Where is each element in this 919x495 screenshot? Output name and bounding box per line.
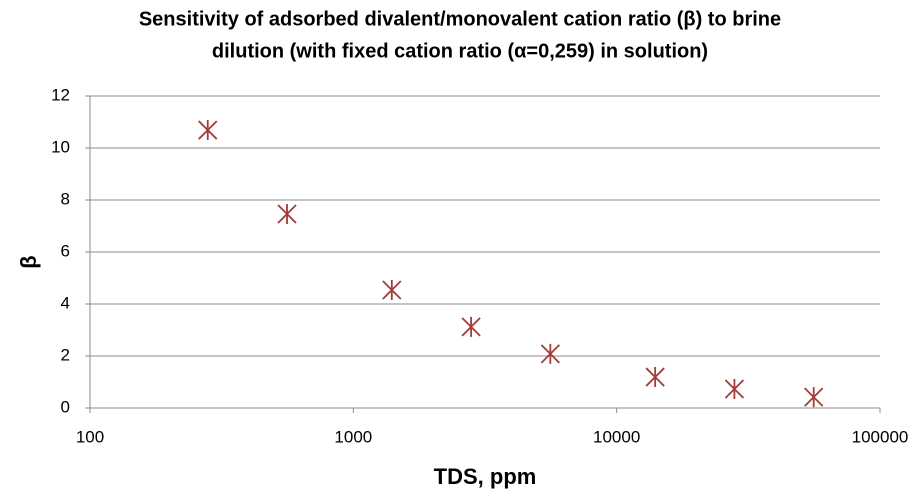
y-tick-label: 4: [61, 293, 70, 312]
marker: [645, 367, 665, 388]
x-tick-label: 10000: [593, 427, 640, 446]
marker: [540, 343, 560, 364]
x-axis-title: TDS, ppm: [434, 464, 537, 489]
marker: [461, 316, 481, 337]
x-tick-label: 1000: [334, 427, 372, 446]
y-tick-label: 6: [61, 241, 70, 260]
marker: [382, 279, 402, 300]
y-tick-label: 8: [61, 189, 70, 208]
y-axis-title: β: [16, 255, 41, 268]
y-tick-label: 2: [61, 345, 70, 364]
x-tick-label: 100000: [852, 427, 909, 446]
y-tick-label: 12: [51, 85, 70, 104]
marker: [277, 204, 297, 225]
marker: [804, 387, 824, 408]
marker: [198, 120, 218, 141]
marker: [724, 379, 745, 400]
chart-title: dilution (with fixed cation ratio (α=0,2…: [212, 40, 708, 62]
y-tick-label: 10: [51, 137, 70, 156]
chart-title: Sensitivity of adsorbed divalent/monoval…: [139, 8, 781, 30]
y-tick-label: 0: [61, 397, 70, 416]
x-tick-label: 100: [76, 427, 104, 446]
